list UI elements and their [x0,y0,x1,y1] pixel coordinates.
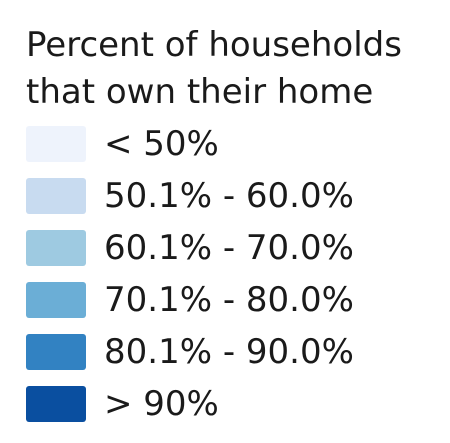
legend-items: < 50% 50.1% - 60.0% 60.1% - 70.0% 70.1% … [26,118,354,430]
legend-title-line-1: Percent of households [26,25,402,65]
legend-title: Percent of households that own their hom… [26,22,446,116]
legend-item-70-80: 70.1% - 80.0% [26,274,354,326]
legend-label: 80.1% - 90.0% [104,332,354,372]
legend-item-under-50: < 50% [26,118,354,170]
legend-swatch [26,126,86,162]
legend-swatch [26,282,86,318]
legend-label: < 50% [104,124,219,164]
legend-item-80-90: 80.1% - 90.0% [26,326,354,378]
legend-label: 60.1% - 70.0% [104,228,354,268]
legend-swatch [26,178,86,214]
legend-item-over-90: > 90% [26,378,354,430]
legend-item-60-70: 60.1% - 70.0% [26,222,354,274]
legend-title-line-2: that own their home [26,72,374,112]
legend-label: 50.1% - 60.0% [104,176,354,216]
legend-swatch [26,334,86,370]
legend-label: 70.1% - 80.0% [104,280,354,320]
legend-swatch [26,230,86,266]
legend-item-50-60: 50.1% - 60.0% [26,170,354,222]
legend-swatch [26,386,86,422]
legend-label: > 90% [104,384,219,424]
